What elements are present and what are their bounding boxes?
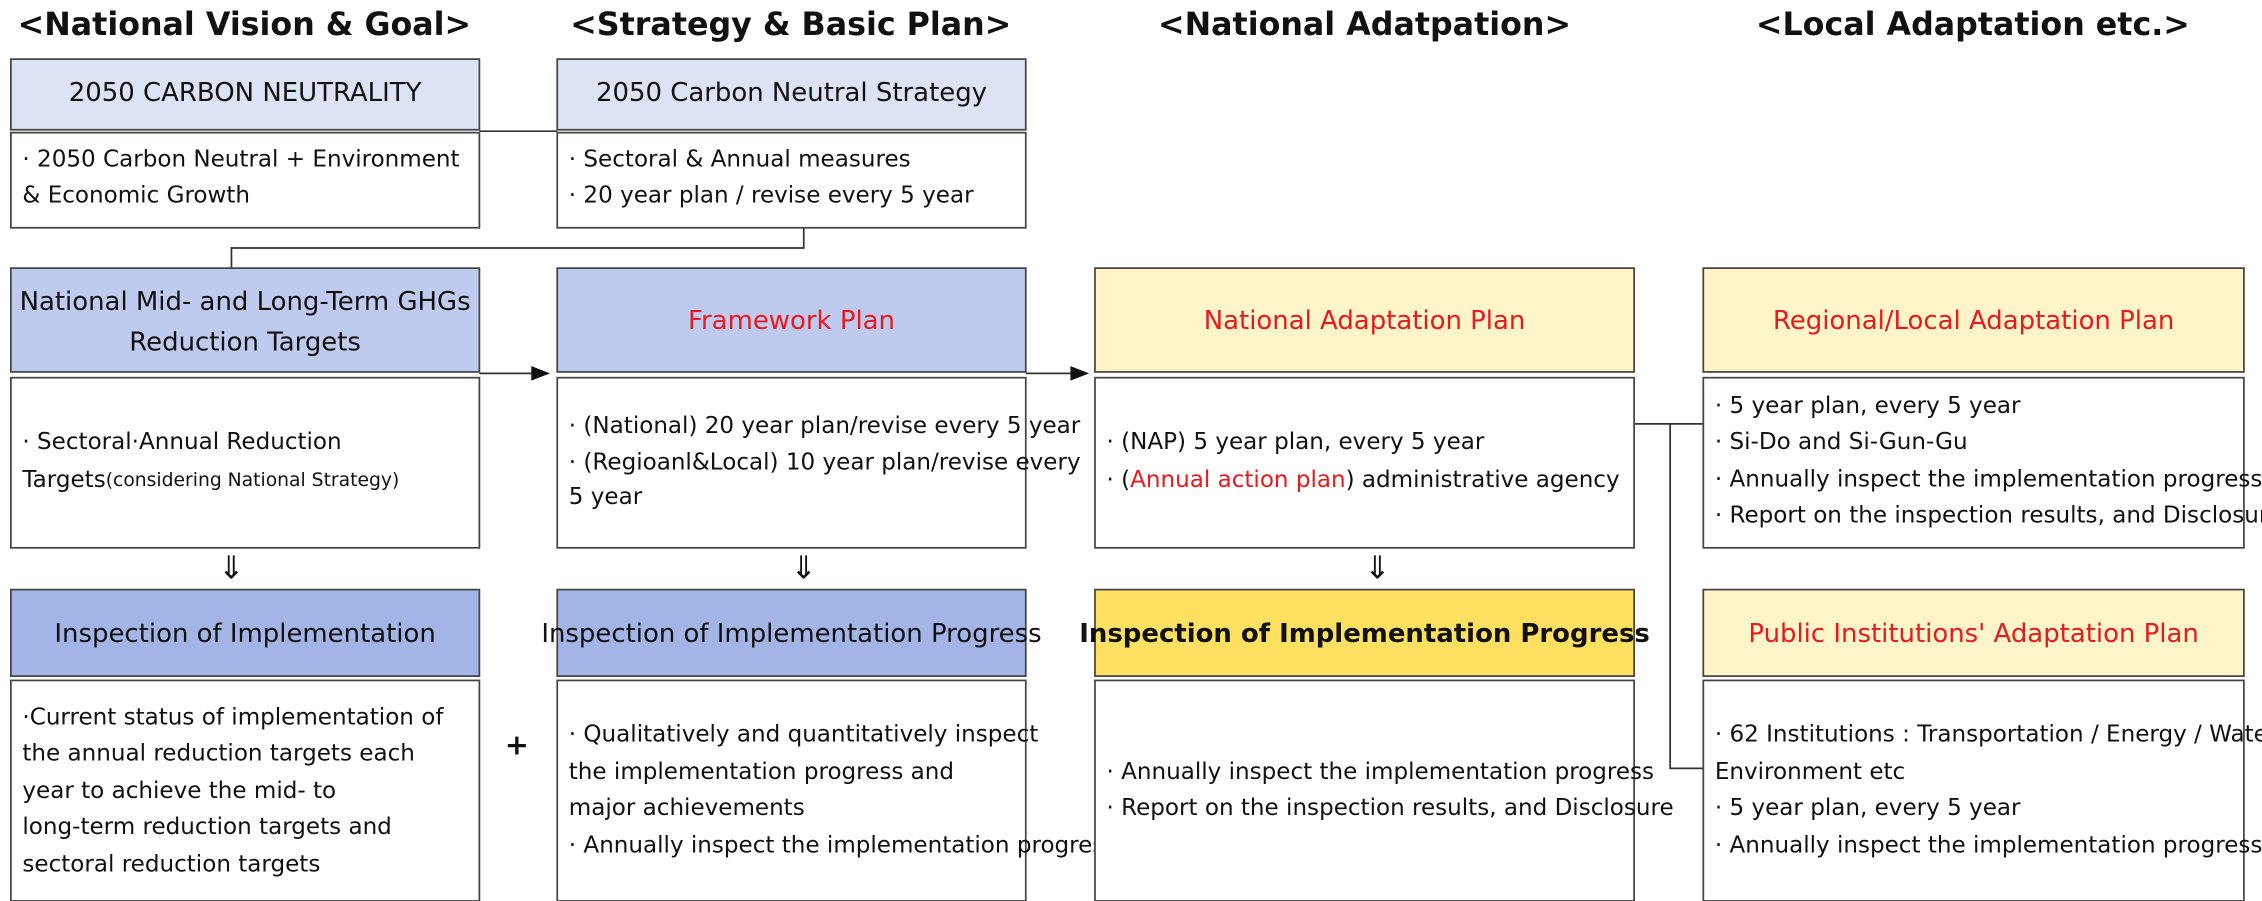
column-header: <National Vision & Goal> [18, 7, 471, 43]
box-line: year to achieve the mid- to [22, 778, 336, 804]
box-header [10, 588, 481, 677]
box-line: the annual reduction targets each [22, 740, 414, 766]
box-body [1702, 376, 2245, 549]
box-line: · (National) 20 year plan/revise every 5… [569, 413, 1081, 439]
box-line: · 20 year plan / revise every 5 year [569, 183, 974, 209]
box-line: · Annually inspect the implementation pr… [1715, 467, 2262, 493]
box-body [10, 376, 481, 549]
column-header: <National Adatpation> [1158, 7, 1571, 43]
box-line: · Si-Do and Si-Gun-Gu [1715, 429, 1968, 455]
box-line: · 5 year plan, every 5 year [1715, 795, 2021, 821]
box-header [10, 58, 481, 131]
box-header [10, 267, 481, 373]
box-line: · (Regioanl&Local) 10 year plan/revise e… [569, 449, 1081, 475]
box-body [10, 679, 481, 901]
down-arrow: ⇓ [1364, 550, 1391, 586]
box-title: National Adaptation Plan [1204, 306, 1526, 336]
box-body [1094, 679, 1635, 901]
box-line: · Annually inspect the implementation pr… [569, 833, 1117, 859]
box-line: · Report on the inspection results, and … [1106, 795, 1673, 821]
box-body [1702, 679, 2245, 901]
box-header [556, 58, 1027, 131]
box-line: · Sectoral·Annual Reduction [22, 429, 341, 455]
connector [1634, 422, 1704, 770]
line-segment: ) administrative agency [1346, 467, 1620, 493]
box-header [1702, 588, 2245, 677]
plus: + [505, 728, 529, 762]
down-arrow: ⇓ [218, 550, 245, 586]
box-header [1702, 267, 2245, 373]
box-line: Environment etc [1715, 759, 1905, 785]
box-header [1094, 267, 1635, 373]
box-body [10, 131, 481, 229]
line-segment: Annual action plan [1130, 467, 1345, 493]
box-line: sectoral reduction targets [22, 851, 320, 877]
column-header: <Local Adaptation etc.> [1756, 7, 2190, 43]
box-line: · 62 Institutions : Transportation / Ene… [1715, 722, 2262, 748]
box-body [1094, 376, 1635, 549]
down-arrow: ⇓ [790, 550, 817, 586]
box-line: · 2050 Carbon Neutral + Environment [22, 147, 459, 173]
box-body [556, 679, 1027, 901]
box-line: long-term reduction targets and [22, 814, 391, 840]
box-title: National Mid- and Long-Term GHGs [20, 287, 471, 317]
box-body [556, 376, 1027, 549]
arrowhead [531, 366, 551, 381]
box-title: 2050 Carbon Neutral Strategy [596, 78, 987, 108]
line-segment: Targets [21, 467, 105, 493]
box-line: & Economic Growth [22, 183, 250, 209]
box-line: · Qualitatively and quantitatively inspe… [569, 722, 1039, 748]
arrowhead [1070, 366, 1090, 381]
box-line: major achievements [569, 795, 805, 821]
box-line: · Annually inspect the implementation pr… [1715, 833, 2262, 859]
box-line: Targets(considering National Strategy) [21, 467, 399, 493]
box-header [1094, 588, 1635, 677]
box-line: · Annually inspect the implementation pr… [1106, 759, 1654, 785]
box-line: · Report on the inspection results, and … [1715, 503, 2262, 529]
box-title: 2050 CARBON NEUTRALITY [69, 78, 422, 108]
box-title: Inspection of Implementation Progress [1079, 619, 1650, 649]
box-line: the implementation progress and [569, 759, 954, 785]
box-line: ·Current status of implementation of [22, 704, 444, 730]
box-title: Inspection of Implementation Progress [541, 619, 1041, 649]
connectors [230, 130, 1704, 770]
connector [230, 227, 805, 269]
box-line: · Sectoral & Annual measures [569, 147, 911, 173]
box-title: Framework Plan [688, 306, 895, 336]
column-header: <Strategy & Basic Plan> [570, 7, 1011, 43]
line-segment: · ( [1106, 467, 1130, 493]
box-line: · (Annual action plan) administrative ag… [1106, 467, 1619, 493]
box-line: · (NAP) 5 year plan, every 5 year [1106, 429, 1484, 455]
box-header [556, 267, 1027, 373]
line-segment: (considering National Strategy) [106, 470, 400, 491]
box-title: Public Institutions' Adaptation Plan [1748, 619, 2198, 649]
box-title: Inspection of Implementation [54, 619, 435, 649]
box-body [556, 131, 1027, 229]
box-title: Regional/Local Adaptation Plan [1773, 306, 2174, 336]
box-title: Reduction Targets [129, 328, 361, 358]
box-header [556, 588, 1027, 677]
box-line: · 5 year plan, every 5 year [1715, 393, 2021, 419]
box-line: 5 year [569, 484, 643, 510]
